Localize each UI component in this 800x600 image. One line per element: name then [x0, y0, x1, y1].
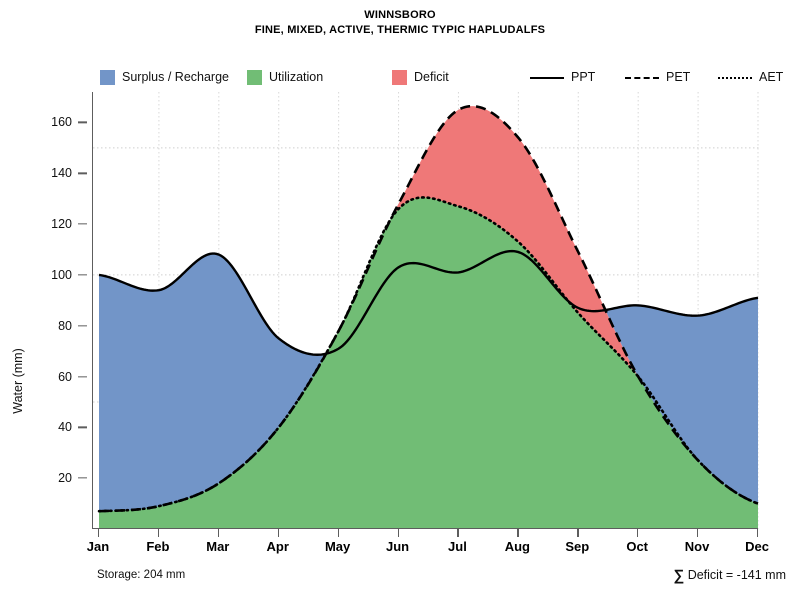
x-axis-tick-label-sep: Sep	[565, 539, 590, 554]
x-axis-tick-mark	[457, 529, 459, 537]
y-axis-tick-label: 80	[58, 318, 72, 333]
x-axis-tick-mark	[337, 529, 339, 537]
legend-item-ppt: PPT	[530, 66, 595, 88]
legend-item-surplus: Surplus / Recharge	[100, 66, 229, 88]
x-axis-tick-label-oct: Oct	[626, 539, 649, 554]
legend-label-pet: PET	[666, 70, 691, 84]
legend-label-deficit: Deficit	[414, 70, 449, 84]
x-axis-tick-label-may: May	[324, 539, 351, 554]
x-axis-tick-mark	[217, 529, 220, 537]
band-surplus-recharge	[606, 297, 758, 504]
storage-annotation: Storage: 204 mm	[97, 569, 186, 581]
y-axis-tick-mark	[78, 121, 87, 124]
legend-item-deficit: Deficit	[392, 66, 449, 88]
x-axis-tick-mark	[397, 529, 399, 537]
legend-swatch-utilization-icon	[247, 69, 262, 85]
legend-label-aet: AET	[759, 70, 784, 84]
legend-swatch-deficit-icon	[392, 69, 407, 85]
x-axis-tick-label-feb: Feb	[146, 539, 170, 554]
x-axis: Jan Feb Mar Apr May Jun Jul Aug Sep Oct Nov Dec	[87, 529, 769, 559]
y-axis-tick-label: 20	[58, 471, 72, 486]
y-axis-tick-mark	[78, 223, 87, 225]
legend-line-dashed-icon	[625, 70, 659, 85]
x-axis-tick-mark	[757, 529, 759, 537]
x-axis-tick-label-jul: Jul	[448, 539, 467, 554]
y-axis-tick-label: 60	[58, 369, 72, 384]
y-axis-tick-mark	[78, 375, 87, 378]
legend-label-surplus: Surplus / Recharge	[122, 70, 230, 84]
x-axis-tick-label-aug: Aug	[504, 539, 530, 554]
legend-line-dotted-icon	[718, 70, 752, 85]
x-axis-tick-mark	[157, 529, 160, 537]
series-line-pet	[98, 104, 759, 513]
deficit-annotation: ∑ Deficit = -141 mm	[674, 567, 786, 584]
legend-item-aet: AET	[718, 66, 783, 88]
x-axis-line	[92, 528, 758, 530]
x-axis-tick-mark	[98, 529, 100, 537]
y-axis-tick-label: 160	[51, 115, 72, 130]
chart-title-block: WINNSBORO FINE, MIXED, ACTIVE, THERMIC T…	[0, 8, 800, 38]
legend-line-solid-icon	[530, 70, 564, 85]
y-axis-tick-mark	[78, 172, 87, 174]
sigma-icon: ∑	[673, 567, 685, 584]
x-axis-tick-label-apr: Apr	[266, 539, 289, 554]
y-axis-tick-mark	[78, 477, 87, 479]
y-axis-tick-mark	[78, 325, 87, 327]
plot-svg	[93, 92, 759, 529]
plot-area	[92, 92, 759, 529]
legend-item-utilization: Utilization	[247, 66, 323, 88]
series-line-aet	[97, 196, 759, 513]
y-axis-tick-label: 120	[51, 217, 72, 232]
x-axis-tick-mark	[517, 529, 519, 537]
legend-label-ppt: PPT	[571, 70, 596, 84]
legend-swatch-surplus-icon	[100, 69, 115, 85]
x-axis-tick-mark	[277, 529, 280, 537]
y-axis: Water (mm) 20 40 60 80 100 120 140 160	[0, 92, 92, 529]
series-line-ppt	[98, 249, 759, 356]
x-axis-tick-label-jun: Jun	[385, 539, 410, 554]
deficit-annotation-text: Deficit = -141 mm	[687, 568, 786, 582]
chart-title: WINNSBORO	[364, 9, 436, 21]
legend-item-pet: PET	[625, 66, 690, 88]
y-axis-tick-mark	[78, 426, 87, 429]
chart-subtitle: FINE, MIXED, ACTIVE, THERMIC TYPIC HAPLU…	[254, 24, 546, 36]
x-axis-tick-label-dec: Dec	[745, 539, 769, 554]
y-axis-tick-mark	[78, 274, 87, 276]
y-axis-title: Water (mm)	[11, 348, 25, 414]
x-axis-tick-mark	[577, 529, 579, 537]
legend-label-utilization: Utilization	[269, 70, 324, 84]
x-axis-tick-label-nov: Nov	[684, 539, 710, 554]
x-axis-tick-mark	[637, 529, 639, 537]
x-axis-tick-mark	[697, 529, 699, 537]
y-axis-tick-label: 140	[51, 166, 72, 181]
y-axis-tick-label: 40	[58, 420, 72, 435]
band-surplus-recharge	[99, 253, 326, 512]
y-axis-tick-label: 100	[51, 267, 72, 282]
x-axis-tick-label-jan: Jan	[86, 539, 110, 554]
x-axis-tick-label-mar: Mar	[206, 539, 230, 554]
chart-legend: Surplus / Recharge Utilization Deficit P…	[100, 66, 783, 88]
